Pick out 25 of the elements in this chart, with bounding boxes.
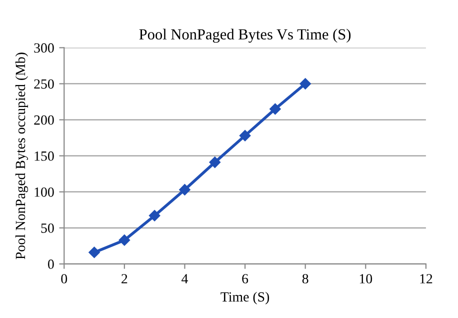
point [209,156,220,168]
y-tick-label: 150 [34,151,54,161]
point [270,103,281,115]
x-tick-label: 4 [182,274,188,284]
y-tick-label: 200 [34,115,54,125]
x-tick-label: 8 [302,274,308,284]
point [300,78,311,90]
x-tick-label: 10 [360,274,372,284]
x-tick-label: 2 [122,274,128,284]
point [118,234,130,246]
y-tick-label: 250 [34,79,54,89]
x-tick-label: 0 [61,274,68,284]
x-tick-label: 6 [242,274,248,284]
y-tick-label: 50 [41,223,54,233]
point [88,246,100,258]
y-tick-label: 100 [34,187,54,197]
y-tick-label: 300 [34,43,54,53]
chart-title: Pool NonPaged Bytes Vs Time (S) [139,28,351,43]
point [148,210,160,222]
point [239,130,251,142]
y-tick-label: 0 [48,260,54,269]
x-axis-title: Time (S) [220,292,270,304]
y-axis-title: Pool NonPaged Bytes occupied (Mb) [15,52,28,260]
point [179,184,190,196]
x-tick-label: 12 [420,274,432,284]
